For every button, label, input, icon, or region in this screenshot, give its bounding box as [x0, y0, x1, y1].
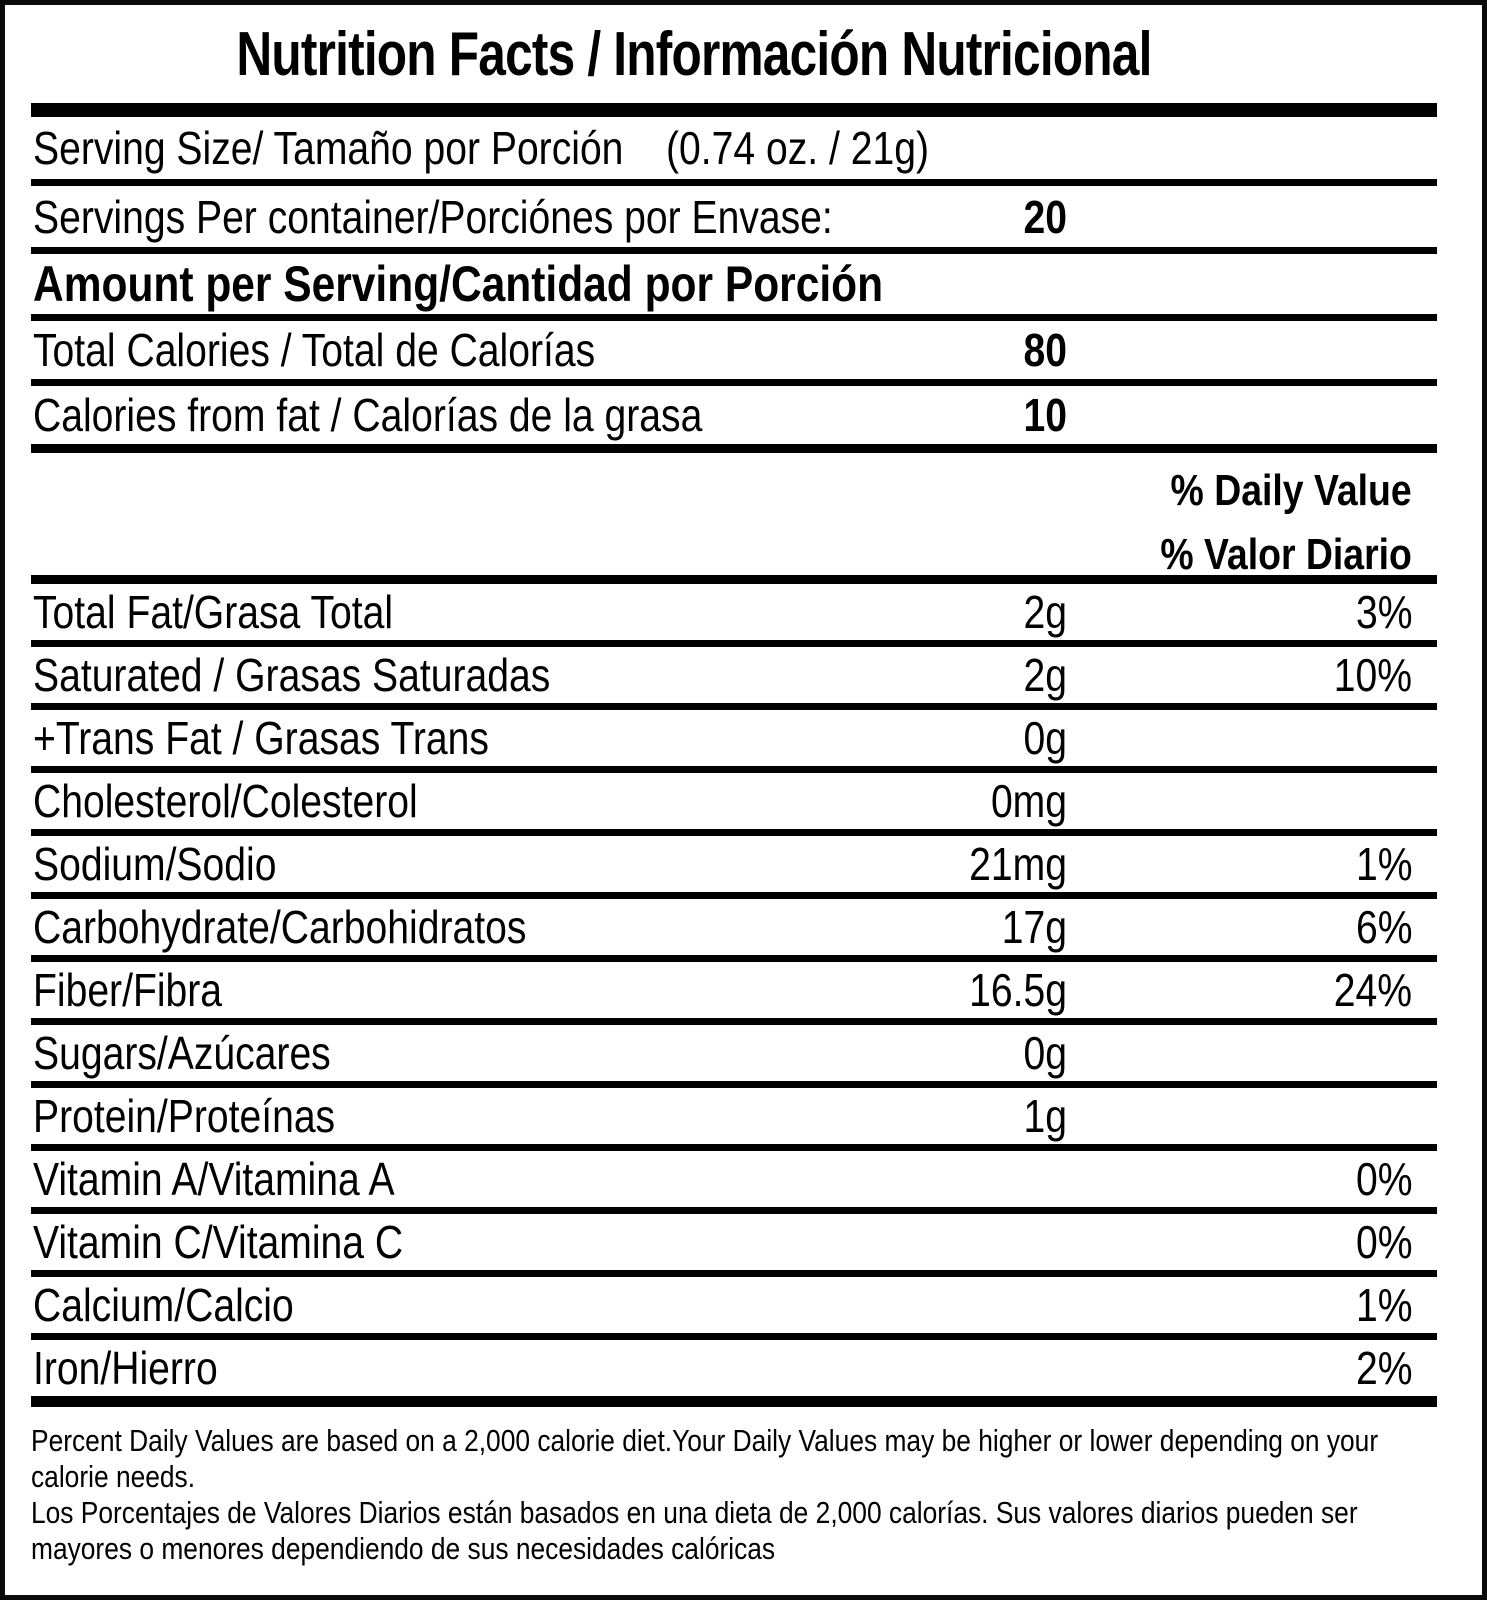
divider [31, 766, 1437, 773]
divider [31, 1081, 1437, 1088]
divider [31, 1207, 1437, 1214]
nutrient-row-fiber: Fiber/Fibra 16.5g 24% [31, 962, 1437, 1018]
calories-from-fat-label: Calories from fat / Calorías de la grasa [33, 389, 703, 441]
divider [31, 247, 1437, 254]
divider [31, 703, 1437, 710]
nutrient-row-sugars: Sugars/Azúcares 0g [31, 1025, 1437, 1081]
nutrient-label: Vitamin A/Vitamina A [33, 1153, 395, 1205]
amount-per-serving-heading-row: Amount per Serving/Cantidad por Porción [31, 254, 1437, 314]
nutrient-amount: 16.5g [969, 964, 1067, 1016]
nutrient-amount: 2g [1023, 586, 1067, 638]
label-title-area: Nutrition Facts / Información Nutriciona… [31, 5, 1437, 103]
footnote-en: Percent Daily Values are based on a 2,00… [31, 1423, 1379, 1494]
nutrient-dv: 1% [1355, 838, 1412, 890]
nutrient-label: Vitamin C/Vitamina C [33, 1216, 404, 1268]
calories-from-fat-value: 10 [1023, 389, 1067, 441]
nutrient-label: Carbohydrate/Carbohidratos [33, 901, 527, 953]
serving-size-row: Serving Size/ Tamaño por Porción (0.74 o… [31, 117, 1437, 179]
nutrient-dv: 3% [1355, 586, 1412, 638]
nutrient-amount: 2g [1023, 649, 1067, 701]
daily-value-header: % Daily Value % Valor Diario [31, 453, 1437, 579]
servings-per-container-value: 20 [1023, 190, 1067, 243]
nutrient-label: Total Fat/Grasa Total [33, 586, 394, 638]
divider [31, 444, 1437, 453]
divider [31, 179, 1437, 186]
divider [31, 1270, 1437, 1277]
nutrient-amount: 0g [1023, 1027, 1067, 1079]
nutrient-amount: 17g [1001, 901, 1067, 953]
serving-size-label: Serving Size/ Tamaño por Porción [33, 122, 624, 174]
divider [31, 640, 1437, 647]
divider [31, 379, 1437, 386]
label-title: Nutrition Facts / Información Nutriciona… [236, 19, 1152, 89]
servings-per-container-label: Servings Per container/Porciónes por Env… [33, 190, 833, 243]
nutrient-row-vitamin-c: Vitamin C/Vitamina C 0% [31, 1214, 1437, 1270]
footnote-es: Los Porcentajes de Valores Diarios están… [31, 1495, 1358, 1566]
nutrient-amount: 1g [1023, 1090, 1067, 1142]
nutrient-row-calcium: Calcium/Calcio 1% [31, 1277, 1437, 1333]
calories-from-fat-row: Calories from fat / Calorías de la grasa… [31, 386, 1437, 444]
nutrient-label: +Trans Fat / Grasas Trans [33, 712, 489, 764]
nutrient-dv: 6% [1355, 901, 1412, 953]
nutrient-dv: 24% [1333, 964, 1412, 1016]
nutrient-row-carbohydrate: Carbohydrate/Carbohidratos 17g 6% [31, 899, 1437, 955]
divider [31, 1396, 1437, 1407]
daily-value-header-es: % Valor Diario [1160, 530, 1412, 579]
title-divider-bar [31, 103, 1437, 117]
nutrient-row-saturated-fat: Saturated / Grasas Saturadas 2g 10% [31, 647, 1437, 703]
nutrient-row-vitamin-a: Vitamin A/Vitamina A 0% [31, 1151, 1437, 1207]
nutrient-dv: 0% [1355, 1216, 1412, 1268]
nutrient-row-sodium: Sodium/Sodio 21mg 1% [31, 836, 1437, 892]
nutrient-label: Sugars/Azúcares [33, 1027, 331, 1079]
serving-size-value: (0.74 oz. / 21g) [666, 122, 929, 174]
nutrient-label: Cholesterol/Colesterol [33, 775, 418, 827]
divider [31, 1144, 1437, 1151]
total-calories-row: Total Calories / Total de Calorías 80 [31, 321, 1437, 379]
nutrient-row-trans-fat: +Trans Fat / Grasas Trans 0g [31, 710, 1437, 766]
amount-per-serving-heading: Amount per Serving/Cantidad por Porción [33, 256, 884, 312]
divider [31, 314, 1437, 321]
total-calories-value: 80 [1023, 324, 1067, 376]
nutrient-amount: 0g [1023, 712, 1067, 764]
nutrient-dv: 1% [1355, 1279, 1412, 1331]
daily-value-header-en: % Daily Value [1170, 466, 1412, 515]
nutrient-amount: 21mg [969, 838, 1067, 890]
divider [31, 829, 1437, 836]
total-calories-label: Total Calories / Total de Calorías [33, 324, 596, 376]
divider [31, 892, 1437, 899]
servings-per-container-row: Servings Per container/Porciónes por Env… [31, 186, 1437, 247]
nutrient-label: Saturated / Grasas Saturadas [33, 649, 551, 701]
divider [31, 575, 1437, 584]
nutrient-label: Fiber/Fibra [33, 964, 223, 1016]
divider [31, 1018, 1437, 1025]
divider [31, 955, 1437, 962]
nutrient-row-protein: Protein/Proteínas 1g [31, 1088, 1437, 1144]
nutrient-dv: 0% [1355, 1153, 1412, 1205]
nutrient-label: Protein/Proteínas [33, 1090, 336, 1142]
nutrient-row-total-fat: Total Fat/Grasa Total 2g 3% [31, 584, 1437, 640]
nutrient-amount: 0mg [990, 775, 1067, 827]
footnote: Percent Daily Values are based on a 2,00… [31, 1423, 1437, 1567]
divider [31, 1333, 1437, 1340]
nutrient-row-cholesterol: Cholesterol/Colesterol 0mg [31, 773, 1437, 829]
nutrient-dv: 10% [1333, 649, 1412, 701]
nutrient-label: Sodium/Sodio [33, 838, 277, 890]
nutrient-dv: 2% [1355, 1342, 1412, 1394]
nutrient-row-iron: Iron/Hierro 2% [31, 1340, 1437, 1396]
nutrient-label: Calcium/Calcio [33, 1279, 294, 1331]
nutrient-label: Iron/Hierro [33, 1342, 218, 1394]
